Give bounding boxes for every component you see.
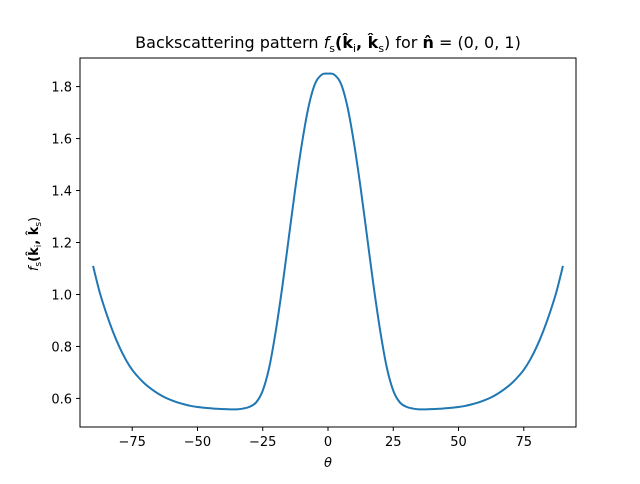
x-axis-label: θ — [324, 456, 332, 471]
ylabel-open: (k̂ — [27, 247, 42, 262]
x-tick-label: −50 — [184, 435, 211, 450]
ylabel-f-sub: s — [34, 262, 44, 267]
x-tick-label: 25 — [385, 435, 402, 450]
y-tick-label: 0.8 — [51, 340, 72, 355]
x-tick-label: −75 — [118, 435, 145, 450]
y-tick-label: 1.4 — [51, 185, 72, 200]
title-ki-sub: i — [353, 42, 356, 55]
ylabel-close: ) — [27, 217, 42, 222]
y-axis-label: fs(k̂i, k̂s) — [27, 217, 44, 271]
title-f: f — [324, 33, 332, 52]
y-tick-label: 1.2 — [51, 237, 72, 252]
title-args: (k̂ — [335, 33, 353, 52]
x-tick-label: 0 — [324, 435, 332, 450]
y-axis-ticks: 0.6 0.8 1.0 1.2 1.4 1.6 1.8 — [51, 81, 80, 407]
chart-title: Backscattering pattern fs(k̂i, k̂s) for … — [135, 33, 521, 55]
ylabel-ki-sub: i — [34, 245, 44, 248]
title-n: n̂ — [422, 33, 433, 52]
y-tick-label: 1.8 — [51, 81, 72, 96]
x-tick-label: 50 — [450, 435, 467, 450]
series-line-0 — [92, 72, 564, 411]
ylabel-comma: , k̂ — [27, 226, 42, 244]
title-ks-sub: s — [378, 42, 384, 55]
ylabel-f: f — [27, 264, 42, 271]
title-text: Backscattering pattern — [135, 33, 323, 52]
y-tick-label: 1.0 — [51, 288, 72, 303]
title-eq: = (0, 0, 1) — [434, 33, 521, 52]
plot-frame — [79, 57, 577, 428]
title-comma: , k̂ — [356, 33, 379, 52]
x-tick-label: 75 — [516, 435, 533, 450]
series-layer — [92, 72, 564, 411]
x-axis-ticks: −75 −50 −25 0 25 50 75 — [118, 427, 532, 450]
title-f-sub: s — [329, 42, 335, 55]
title-rest: ) for — [384, 33, 422, 52]
y-tick-label: 1.6 — [51, 133, 72, 148]
y-tick-label: 0.6 — [51, 392, 72, 407]
x-tick-label: −25 — [249, 435, 276, 450]
ylabel-ks-sub: s — [34, 222, 44, 227]
